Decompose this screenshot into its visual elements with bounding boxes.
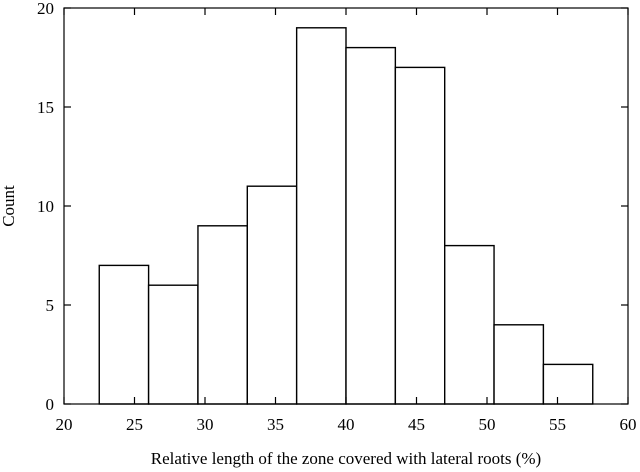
y-tick-label: 5 [46, 296, 55, 315]
histogram-bar-10 [542, 363, 594, 405]
x-tick-label: 45 [408, 415, 425, 434]
bars-group [98, 27, 594, 405]
y-axis-ticks: 0 5 10 15 20 [37, 0, 628, 414]
histogram-bar-4 [246, 185, 298, 405]
histogram-bar-8 [444, 244, 495, 405]
histogram-bar-3 [197, 225, 248, 405]
x-axis-label: Relative length of the zone covered with… [151, 449, 541, 468]
x-axis-ticks: 20 25 30 35 40 45 50 55 60 [56, 8, 637, 434]
x-tick-label: 55 [549, 415, 566, 434]
histogram-bar-6 [345, 46, 397, 405]
histogram-bar-1 [98, 264, 150, 405]
x-tick-label: 25 [126, 415, 143, 434]
x-tick-label: 35 [267, 415, 284, 434]
histogram-bar-5 [295, 27, 347, 405]
x-tick-label: 20 [56, 415, 73, 434]
y-tick-label: 0 [46, 395, 55, 414]
x-tick-label: 30 [197, 415, 214, 434]
y-tick-label: 10 [37, 197, 54, 216]
histogram-bar-9 [493, 324, 545, 405]
x-tick-label: 40 [338, 415, 355, 434]
histogram-bar-2 [147, 284, 199, 405]
y-axis-label: Count [0, 185, 18, 227]
y-tick-label: 20 [37, 0, 54, 18]
x-tick-label: 50 [479, 415, 496, 434]
y-tick-label: 15 [37, 98, 54, 117]
x-tick-label: 60 [620, 415, 637, 434]
histogram-bar-7 [394, 66, 446, 405]
